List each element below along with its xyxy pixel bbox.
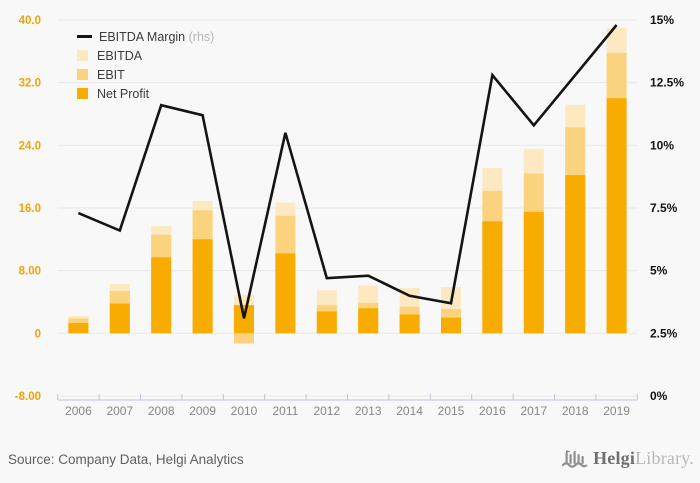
bar-segment-net-profit-2015 — [441, 317, 461, 334]
left-axis-label: 0 — [35, 328, 41, 340]
legend-label: EBITDA — [97, 48, 143, 63]
x-axis-label-2009: 2009 — [189, 404, 216, 418]
left-axis-label: -8.00 — [15, 391, 41, 403]
legend-item-ebitda-margin: EBITDA Margin (rhs) — [77, 27, 214, 46]
x-axis-label-2019: 2019 — [603, 404, 630, 418]
logo-text-secondary: Library. — [635, 447, 694, 468]
left-axis-label: 24.0 — [19, 140, 41, 152]
left-axis-label: 8.00 — [19, 266, 41, 278]
x-axis-label-2008: 2008 — [148, 404, 175, 418]
legend-color-swatch — [77, 88, 88, 99]
bar-segment-net-profit-2014 — [399, 314, 420, 334]
bar-segment-net-profit-2019 — [606, 98, 627, 334]
logo-text: HelgiLibrary. — [593, 448, 694, 469]
legend-label: EBITDA Margin (rhs) — [99, 29, 215, 44]
x-axis-label-2016: 2016 — [479, 404, 506, 418]
bar-segment-net-profit-2012 — [316, 311, 337, 334]
left-axis-label: 16.0 — [19, 203, 41, 215]
legend-label-suffix: (rhs) — [185, 29, 215, 44]
source-note: Source: Company Data, Helgi Analytics — [8, 452, 244, 467]
chart-footer: Source: Company Data, Helgi Analytics He… — [0, 430, 700, 483]
left-axis-label: 40.0 — [19, 15, 41, 27]
x-axis-label-2011: 2011 — [272, 404, 298, 418]
legend-label: Net Profit — [97, 86, 150, 101]
bar-segment-net-profit-2007 — [109, 303, 130, 334]
chart-legend: EBITDA Margin (rhs) EBITDA EBIT Net Profit — [77, 27, 214, 103]
legend-item-ebit: EBIT — [77, 65, 214, 84]
legend-line-swatch — [77, 35, 92, 38]
right-axis-label: 7.5% — [650, 201, 678, 215]
chart-canvas: 40.0 32.0 24.0 16.0 8.00 0 -8.00 15% 12.5% 10% 7.5… — [15, 13, 685, 418]
helgi-bridge-icon — [562, 450, 588, 468]
bar-segment-net-profit-2016 — [482, 221, 503, 334]
legend-item-net-profit: Net Profit — [77, 84, 214, 103]
legend-color-swatch — [77, 50, 88, 61]
x-axis-label-2018: 2018 — [562, 404, 589, 418]
right-axis-label: 10% — [650, 138, 674, 152]
right-axis-label: 5% — [650, 264, 668, 278]
x-axis-label-2007: 2007 — [106, 404, 133, 418]
legend-color-swatch — [77, 69, 88, 80]
bar-segment-net-profit-2008 — [151, 257, 172, 334]
x-axis-label-2010: 2010 — [231, 404, 258, 418]
right-axis-label: 15% — [650, 13, 674, 27]
x-axis-label-2014: 2014 — [396, 404, 423, 418]
x-axis-label-2012: 2012 — [313, 404, 340, 418]
legend-item-ebitda: EBITDA — [77, 46, 214, 65]
x-axis-label-2015: 2015 — [438, 404, 465, 418]
bar-segment-net-profit-2018 — [565, 175, 586, 334]
right-axis-label: 12.5% — [650, 76, 684, 90]
bar-segment-ebit-2010 — [234, 333, 254, 344]
left-axis-label: 32.0 — [19, 78, 41, 90]
x-axis-label-2017: 2017 — [520, 404, 547, 418]
helgi-library-logo: HelgiLibrary. — [562, 444, 694, 472]
ebitda-margin-line — [77, 24, 618, 319]
right-axis-label: 2.5% — [650, 326, 678, 340]
right-axis-label: 0% — [650, 389, 668, 403]
bar-segment-net-profit-2006 — [68, 323, 89, 334]
bar-segment-net-profit-2013 — [358, 308, 379, 334]
logo-text-primary: Helgi — [593, 447, 636, 468]
x-axis-label-2006: 2006 — [65, 404, 92, 418]
bar-segment-net-profit-2017 — [523, 211, 544, 334]
x-axis-label-2013: 2013 — [355, 404, 382, 418]
bar-segment-net-profit-2009 — [192, 239, 213, 334]
legend-label: EBIT — [97, 67, 125, 82]
bar-segment-net-profit-2011 — [275, 253, 296, 334]
bar-segment-net-profit-2010 — [234, 305, 254, 334]
